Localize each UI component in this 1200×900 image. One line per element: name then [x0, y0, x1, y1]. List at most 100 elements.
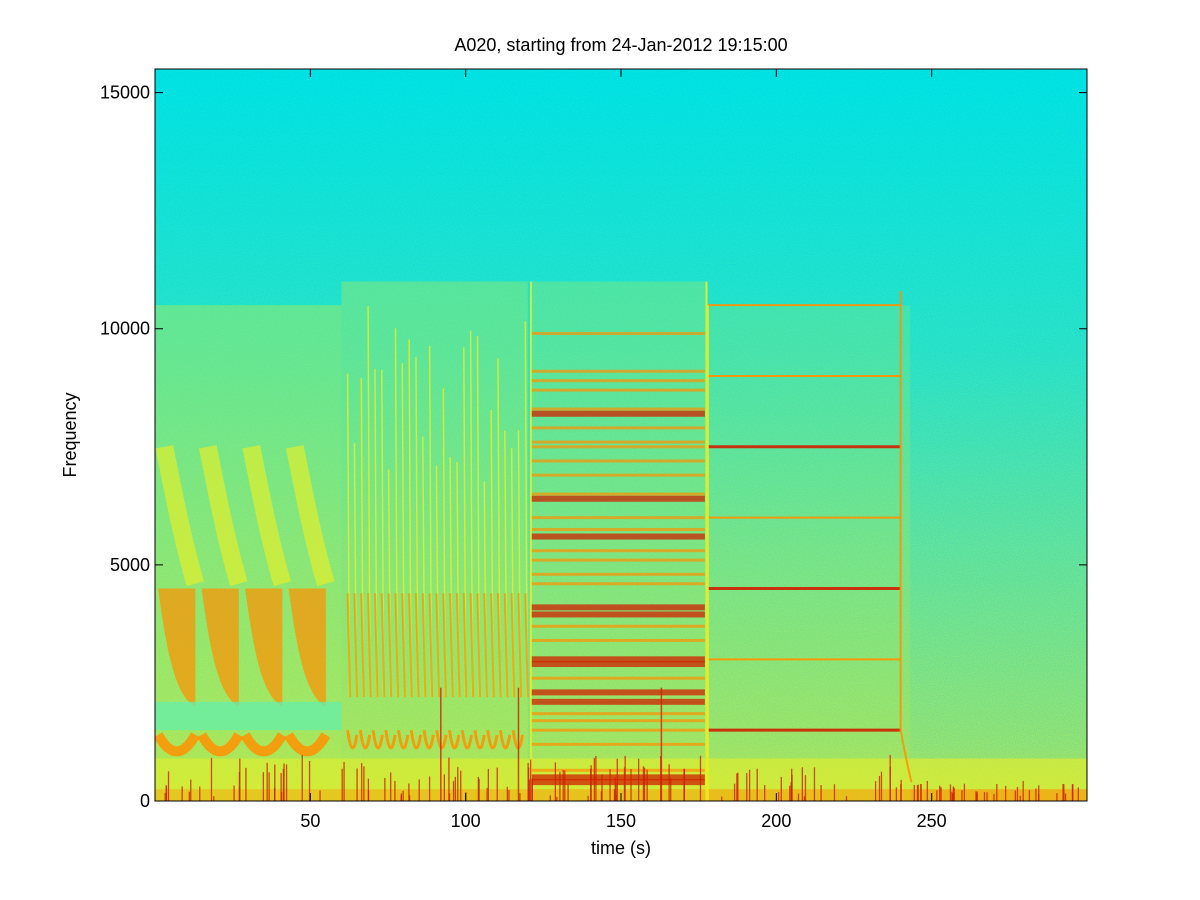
pulse-mid [380, 593, 386, 698]
pulse-mid [394, 593, 399, 698]
pulse-group [346, 305, 529, 750]
tone-band [530, 495, 705, 502]
pulse-mid [360, 593, 365, 698]
tone-band [530, 445, 705, 449]
segment-harmonic-tones [707, 305, 910, 801]
pulse-arc [397, 729, 410, 750]
tone-band [530, 661, 705, 668]
y-axis-label: Frequency [60, 392, 80, 477]
tone-band [530, 742, 705, 746]
spike-group [164, 687, 1079, 801]
x-axis: 50 100 150 200 250 [300, 69, 947, 831]
x-tick-label: 200 [761, 811, 791, 831]
harmonic-group [706, 290, 913, 801]
x-tick-label: 250 [917, 811, 947, 831]
pulse-arc [498, 729, 512, 750]
y-tick-label: 15000 [100, 83, 150, 103]
pulse-mid [483, 593, 488, 698]
tone-band [530, 656, 705, 663]
tone-band [530, 676, 705, 680]
y-axis: 0 5000 10000 15000 [100, 83, 1087, 811]
pulse-arc [358, 729, 372, 750]
y-tick-label: 5000 [110, 555, 150, 575]
pulse-mid [524, 593, 529, 698]
y-tick-label: 0 [140, 791, 150, 811]
tone-band [530, 689, 705, 696]
pulse-mid [476, 593, 481, 698]
sweep-blob [201, 588, 239, 707]
tone-band [530, 728, 705, 732]
tone-band [530, 379, 705, 383]
pulse-mid [469, 593, 475, 698]
pulse-mid [387, 593, 393, 698]
tone-band [530, 638, 705, 642]
segment-edge [899, 290, 913, 783]
tone-band [530, 624, 705, 628]
sweep-upper [242, 445, 292, 587]
tone-band [530, 549, 705, 553]
sweep-upper [285, 445, 335, 587]
sweep-upper [155, 445, 205, 587]
pulse-mid [428, 593, 434, 698]
sweep-blob [288, 588, 326, 707]
tone-band [530, 611, 705, 618]
tone-band [530, 331, 705, 335]
tone-band [530, 388, 705, 392]
tone-band [530, 516, 705, 520]
pulse-arc [460, 729, 474, 750]
sweep-blob [245, 588, 283, 707]
pulse-mid [449, 593, 454, 698]
tone-band [530, 582, 705, 586]
tone-band [530, 604, 705, 611]
pulse-arc [346, 729, 359, 750]
x-tick-label: 100 [451, 811, 481, 831]
pulse-arc [448, 729, 461, 750]
pulse-arc [409, 729, 423, 750]
pulse-mid [462, 593, 468, 698]
pulse-mid [367, 593, 372, 698]
sweep-gap [155, 701, 342, 731]
tone-band [530, 369, 705, 373]
pulse-mid [490, 593, 495, 698]
tone-band [530, 410, 705, 417]
pulse-mid [496, 593, 502, 698]
pulse-mid [421, 593, 427, 698]
sweep-arc [284, 732, 331, 757]
tone-band [530, 527, 705, 531]
tone-band [530, 440, 705, 444]
x-tick-label: 150 [606, 811, 636, 831]
spectrogram-marks [155, 281, 1087, 801]
sweep-arc [240, 732, 287, 757]
pulse-mid [442, 593, 447, 698]
tone-band [530, 698, 705, 705]
pulse-mid [401, 593, 406, 698]
pulse-mid [517, 593, 522, 698]
pulse-mid [510, 593, 516, 698]
x-tick-label: 50 [300, 811, 320, 831]
pulse-mid [414, 593, 420, 698]
tone-band [530, 459, 705, 463]
tone-band [530, 473, 705, 477]
pulse-arc [371, 729, 384, 750]
sweep-blob [158, 588, 196, 707]
pulse-mid [408, 593, 413, 698]
multitone-group [529, 281, 708, 801]
pulse-arc [473, 729, 486, 750]
pulse-mid [346, 593, 352, 698]
sweep-arc [197, 732, 244, 757]
tone-band [530, 426, 705, 430]
tone-band [530, 719, 705, 723]
sweep-upper [198, 445, 248, 587]
sweep-group [155, 445, 342, 757]
tone-band [530, 572, 705, 576]
pulse-arc [486, 729, 499, 750]
pulse-mid [353, 593, 358, 698]
pulse-mid [373, 593, 379, 698]
sweep-arc [155, 732, 200, 757]
pulse-mid [503, 593, 509, 698]
tone-band [530, 407, 705, 411]
chart-title: A020, starting from 24-Jan-2012 19:15:00 [454, 35, 787, 55]
segment-dense-pulses [341, 281, 528, 801]
tone-band [530, 712, 705, 716]
